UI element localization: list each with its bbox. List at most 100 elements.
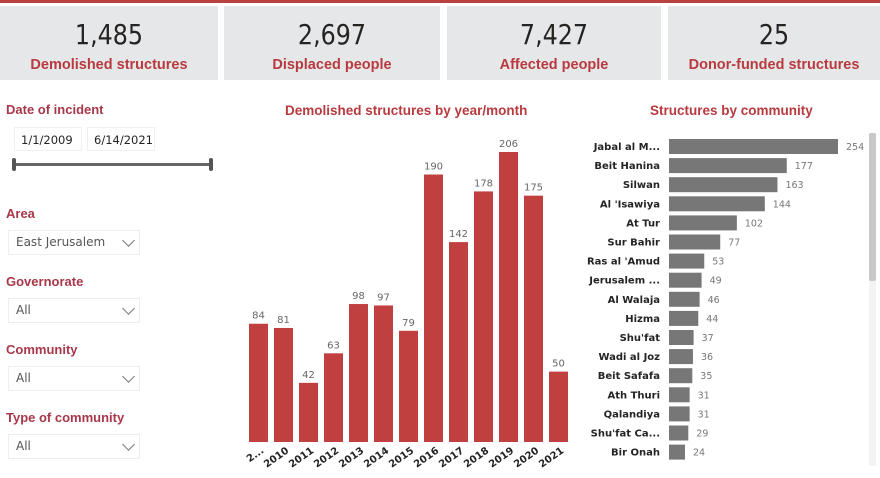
data-label: 44 — [706, 314, 718, 325]
data-label: 77 — [728, 238, 740, 249]
type-dropdown[interactable]: All — [8, 434, 140, 459]
governorate-dropdown[interactable]: All — [8, 298, 140, 323]
bar-Bir Onah — [669, 444, 685, 460]
data-label: 102 — [745, 218, 763, 229]
year-bar-chart: 842...8120104220116320129820139720147920… — [245, 139, 568, 470]
x-tick-label: 2011 — [287, 445, 316, 470]
category-label: Al Walaja — [608, 295, 660, 306]
x-tick-label: 2015 — [387, 445, 416, 470]
data-label: 177 — [795, 161, 813, 172]
category-label: Jabal al M... — [593, 142, 660, 153]
x-tick-label: 2019 — [487, 445, 516, 470]
area-filter-label: Area — [6, 206, 35, 221]
data-label: 178 — [474, 178, 493, 189]
bar-Shu'fat — [669, 330, 694, 345]
x-tick-label: 2021 — [537, 445, 566, 470]
kpi-label: Donor-funded structures — [688, 57, 860, 73]
community-value: All — [16, 371, 31, 385]
data-label: 31 — [698, 390, 710, 401]
year-chart-title: Demolished structures by year/month — [285, 103, 528, 118]
date-range-slider[interactable] — [13, 163, 213, 166]
data-label: 190 — [424, 162, 443, 173]
bar-2021 — [549, 371, 568, 442]
bar-2013 — [349, 304, 368, 442]
bar-Silwan — [669, 177, 778, 193]
scrollbar-thumb[interactable] — [869, 133, 876, 281]
chevron-down-icon — [122, 370, 135, 383]
x-tick-label: 2010 — [262, 445, 291, 470]
x-tick-label: 2016 — [412, 445, 441, 470]
data-label: 42 — [302, 370, 315, 381]
community-chart-title: Structures by community — [650, 103, 813, 118]
bar-Al Walaja — [669, 291, 700, 307]
bar-2012 — [324, 353, 343, 442]
x-tick-label: 2018 — [462, 445, 491, 470]
category-label: Wadi al Joz — [598, 352, 660, 363]
category-label: Jerusalem ... — [588, 276, 660, 287]
data-label: 29 — [696, 429, 708, 440]
bar-Wadi al Joz — [669, 349, 693, 365]
area-dropdown[interactable]: East Jerusalem — [8, 230, 140, 255]
top-accent-bar — [0, 0, 880, 3]
slider-end-handle[interactable] — [209, 158, 213, 171]
bar-Beit Safafa — [669, 368, 693, 384]
data-label: 36 — [701, 352, 713, 363]
data-label: 84 — [252, 311, 265, 322]
category-label: Shu'fat Ca... — [591, 429, 660, 440]
slider-start-handle[interactable] — [12, 158, 16, 171]
data-label: 63 — [327, 340, 340, 351]
start-date-input[interactable]: 1/1/2009 — [14, 127, 82, 151]
x-tick-label: 2012 — [312, 445, 341, 470]
chevron-down-icon — [122, 302, 135, 315]
data-label: 254 — [846, 142, 864, 153]
area-value: East Jerusalem — [16, 235, 106, 249]
kpi-value: 7,427 — [519, 18, 589, 51]
bar-Jerusalem ... — [669, 272, 702, 288]
data-label: 144 — [773, 199, 791, 210]
kpi-card-displaced: 2,697 Displaced people — [224, 6, 440, 80]
bar-2017 — [449, 242, 468, 442]
x-tick-label: 2020 — [512, 445, 541, 470]
community-dropdown[interactable]: All — [8, 366, 140, 391]
category-label: Ath Thuri — [607, 390, 660, 401]
data-label: 79 — [402, 318, 415, 329]
end-date-input[interactable]: 6/14/2021 — [87, 127, 155, 151]
data-label: 97 — [377, 292, 390, 303]
bar-Jabal al M... — [669, 139, 838, 154]
scrollbar-track[interactable] — [869, 133, 876, 466]
bar-2015 — [399, 330, 418, 442]
bar-Hizma — [669, 310, 699, 326]
kpi-value: 25 — [758, 18, 790, 51]
chevron-down-icon — [122, 438, 135, 451]
kpi-value: 2,697 — [297, 18, 367, 51]
category-label: Hizma — [625, 314, 660, 325]
data-label: 81 — [277, 315, 290, 326]
data-label: 35 — [700, 371, 712, 382]
x-tick-label: 2014 — [362, 445, 391, 470]
bar-2019 — [499, 152, 518, 442]
bar-2010 — [274, 327, 293, 442]
category-label: Qalandiya — [604, 409, 660, 420]
bar-2011 — [299, 382, 318, 442]
kpi-label: Displaced people — [272, 57, 392, 73]
kpi-card-affected: 7,427 Affected people — [447, 6, 661, 80]
category-label: Beit Hanina — [594, 161, 660, 172]
data-label: 175 — [524, 183, 543, 194]
data-label: 31 — [698, 409, 710, 420]
governorate-filter-label: Governorate — [6, 274, 84, 289]
x-tick-label: 2013 — [337, 445, 366, 470]
data-label: 50 — [552, 359, 565, 370]
category-label: Silwan — [623, 180, 660, 191]
kpi-value: 1,485 — [74, 18, 144, 51]
data-label: 142 — [449, 229, 468, 240]
date-filter-label: Date of incident — [6, 102, 104, 117]
data-label: 24 — [693, 448, 705, 459]
bar-2014 — [374, 305, 393, 442]
bar-Ath Thuri — [669, 387, 690, 403]
bar-2020 — [524, 195, 543, 442]
data-label: 206 — [499, 139, 518, 150]
category-label: Sur Bahir — [607, 238, 660, 249]
data-label: 37 — [702, 333, 714, 344]
chevron-down-icon — [122, 234, 135, 247]
category-label: Al 'Isawiya — [600, 199, 660, 210]
